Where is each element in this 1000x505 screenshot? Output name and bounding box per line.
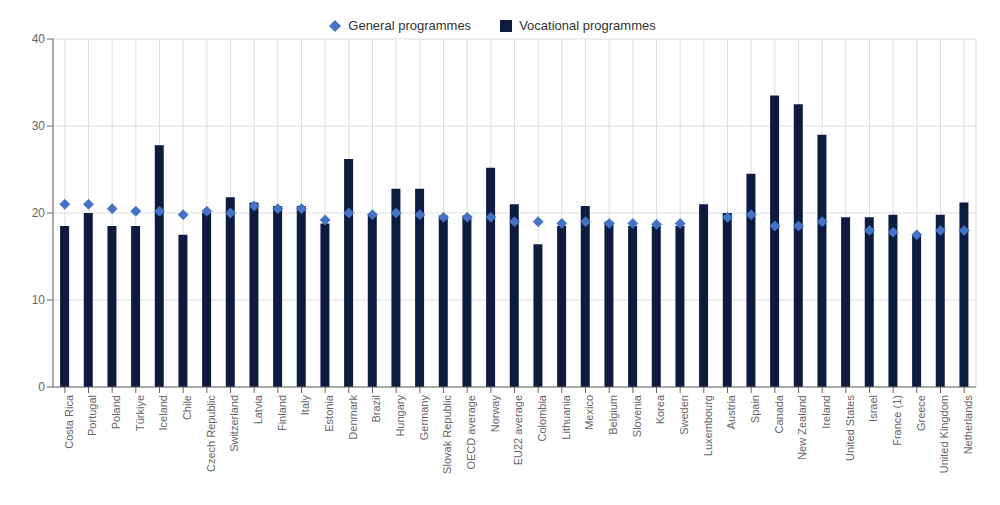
svg-text:Spain: Spain: [749, 395, 761, 423]
svg-text:United Kingdom: United Kingdom: [938, 395, 950, 473]
svg-text:Israel: Israel: [867, 395, 879, 422]
svg-text:Finland: Finland: [276, 395, 288, 431]
html-text:General programmes: General programmes: [348, 18, 472, 33]
svg-text:Chile: Chile: [181, 395, 193, 420]
svg-text:Czech Republic: Czech Republic: [205, 395, 217, 473]
svg-text:Brazil: Brazil: [370, 395, 382, 423]
svg-text:Slovenia: Slovenia: [631, 394, 643, 437]
svg-text:Portugal: Portugal: [86, 395, 98, 436]
html-text:Vocational programmes: Vocational programmes: [519, 18, 656, 33]
svg-text:Estonia: Estonia: [323, 394, 335, 432]
svg-text:Slovak Republic: Slovak Republic: [441, 395, 453, 474]
svg-text:Belgium: Belgium: [607, 395, 619, 435]
svg-text:40: 40: [32, 32, 46, 46]
svg-text:10: 10: [32, 293, 46, 307]
svg-text:Switzerland: Switzerland: [228, 395, 240, 452]
svg-text:Austria: Austria: [725, 394, 737, 429]
svg-text:Hungary: Hungary: [394, 395, 406, 437]
svg-text:20: 20: [32, 206, 46, 220]
svg-text:Denmark: Denmark: [347, 395, 359, 440]
svg-text:Colombia: Colombia: [536, 394, 548, 441]
svg-text:Latvia: Latvia: [252, 394, 264, 424]
svg-text:Sweden: Sweden: [678, 395, 690, 435]
svg-text:Türkiye: Türkiye: [134, 395, 146, 431]
svg-text:France (1): France (1): [891, 395, 903, 446]
svg-text:Mexico: Mexico: [583, 395, 595, 430]
svg-text:Poland: Poland: [110, 395, 122, 429]
svg-text:OECD average: OECD average: [465, 395, 477, 470]
svg-text:Iceland: Iceland: [157, 395, 169, 430]
svg-text:Greece: Greece: [915, 395, 927, 431]
svg-text:Canada: Canada: [773, 394, 785, 433]
svg-text:United States: United States: [844, 395, 856, 462]
svg-text:Germany: Germany: [418, 395, 430, 441]
svg-text:New Zealand: New Zealand: [796, 395, 808, 460]
svg-text:Netherlands: Netherlands: [962, 395, 974, 455]
svg-text:Norway: Norway: [489, 395, 501, 433]
svg-text:Italy: Italy: [299, 395, 311, 416]
svg-text:0: 0: [38, 380, 45, 394]
svg-text:Ireland: Ireland: [820, 395, 832, 429]
svg-text:Costa Rica: Costa Rica: [63, 394, 75, 449]
svg-text:Lithuania: Lithuania: [560, 394, 572, 440]
svg-text:30: 30: [32, 119, 46, 133]
svg-text:Luxembourg: Luxembourg: [702, 395, 714, 456]
svg-text:Korea: Korea: [654, 394, 666, 424]
svg-text:EU22 average: EU22 average: [512, 395, 524, 465]
